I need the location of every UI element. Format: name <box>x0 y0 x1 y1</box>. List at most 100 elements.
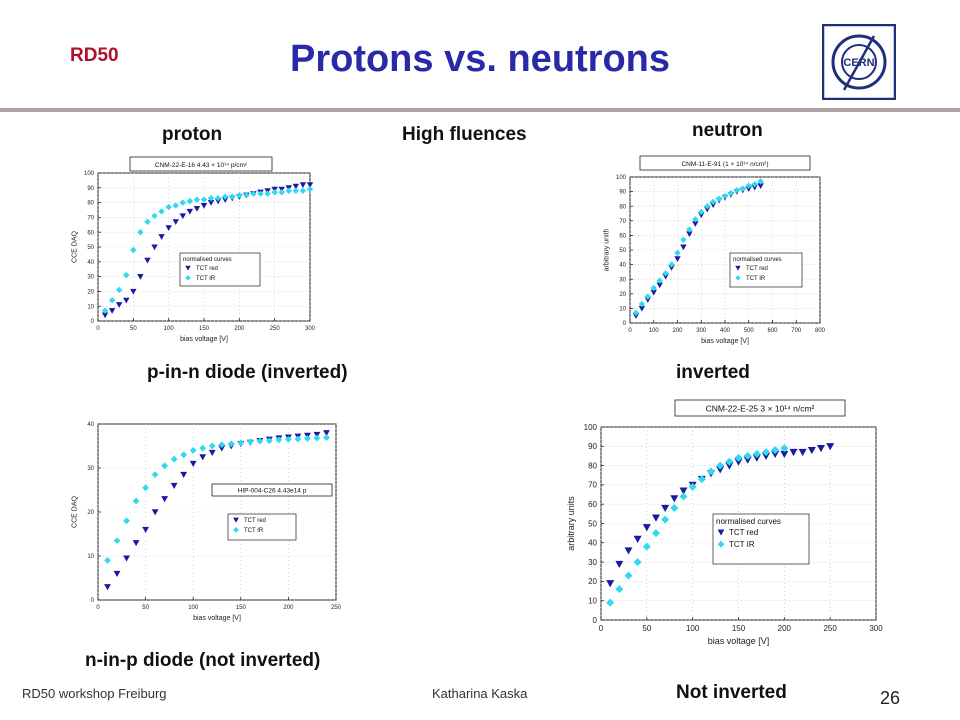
data-point-tct-ir <box>709 198 717 206</box>
y-tick-label: 60 <box>87 230 94 236</box>
data-point-tct-red <box>762 452 770 460</box>
label-pin-diode: p-in-n diode (inverted) <box>147 362 348 383</box>
data-point-tct-ir <box>652 529 660 538</box>
x-tick-label: 0 <box>96 326 100 332</box>
data-point-tct-ir <box>304 435 311 442</box>
y-tick-label: 20 <box>619 292 626 298</box>
data-point-tct-ir <box>265 437 273 445</box>
data-point-tct-ir <box>243 192 250 199</box>
data-point-tct-red <box>798 448 807 457</box>
data-point-tct-red <box>299 182 307 189</box>
data-point-tct-red <box>116 302 123 308</box>
data-point-tct-red <box>638 305 646 312</box>
x-tick-label: 300 <box>305 326 316 332</box>
x-tick-label: 200 <box>283 605 294 611</box>
x-tick-label: 0 <box>96 605 100 611</box>
data-point-tct-red <box>751 184 758 191</box>
x-tick-label: 200 <box>778 624 792 633</box>
data-point-tct-red <box>661 504 670 513</box>
y-tick-label: 100 <box>616 175 627 181</box>
data-point-tct-red <box>679 487 688 495</box>
legend-marker <box>233 527 239 533</box>
chart-cnm-not-inverted: 0 50 100 150 200 250 300 0 10 20 30 40 50 60 70 80 90 100… <box>566 399 883 646</box>
chart-title: CNM-22-E-25 3 × 10¹⁴ n/cm² <box>706 404 815 414</box>
data-point-tct-red <box>817 445 825 453</box>
data-point-tct-ir <box>751 181 758 188</box>
data-point-tct-ir <box>200 196 208 203</box>
data-point-tct-red <box>218 445 226 452</box>
legend-entry: TCT IR <box>746 276 766 282</box>
data-point-tct-red <box>165 225 172 231</box>
data-point-tct-ir <box>186 197 194 205</box>
data-point-tct-ir <box>306 186 314 193</box>
data-point-tct-ir <box>237 439 245 447</box>
y-tick-label: 90 <box>87 186 94 192</box>
data-point-tct-red <box>151 244 158 251</box>
data-point-tct-ir <box>227 440 235 448</box>
y-tick-label: 20 <box>87 510 94 516</box>
data-point-tct-red <box>193 205 201 212</box>
data-point-tct-ir <box>771 446 780 455</box>
data-point-tct-ir <box>250 190 257 197</box>
y-tick-label: 70 <box>619 219 626 225</box>
data-point-tct-ir <box>688 482 697 491</box>
y-tick-label: 50 <box>588 519 597 528</box>
y-tick-label: 30 <box>87 466 94 472</box>
legend-marker <box>185 265 191 271</box>
data-point-tct-ir <box>151 471 159 478</box>
x-tick-label: 150 <box>732 624 746 633</box>
y-tick-label: 0 <box>91 598 95 604</box>
data-point-tct-ir <box>142 484 149 492</box>
data-point-tct-red <box>632 313 640 319</box>
data-point-tct-red <box>123 555 130 562</box>
data-point-tct-red <box>734 458 743 466</box>
y-tick-label: 40 <box>588 539 597 548</box>
y-tick-label: 80 <box>588 461 597 470</box>
legend-entry: TCT red <box>196 266 218 272</box>
data-point-tct-red <box>222 197 229 203</box>
data-point-tct-ir <box>313 434 321 442</box>
chart-title-box <box>674 399 846 417</box>
y-tick-label: 70 <box>87 216 94 222</box>
data-point-tct-red <box>725 462 734 470</box>
plot-frame <box>97 423 337 601</box>
data-point-tct-ir <box>116 286 123 294</box>
data-point-tct-red <box>123 297 130 304</box>
y-tick-label: 0 <box>91 319 95 325</box>
x-tick-label: 250 <box>270 326 281 332</box>
chart-title: CNM-22-E-16 4.43 × 10¹⁴ p/cm² <box>155 162 248 169</box>
data-point-tct-red <box>101 312 109 319</box>
x-tick-label: 300 <box>696 328 707 334</box>
data-point-tct-ir <box>703 203 711 210</box>
footer-author: Katharina Kaska <box>432 686 528 701</box>
y-tick-label: 50 <box>87 245 94 251</box>
y-tick-label: 0 <box>593 616 598 625</box>
legend-entry: TCT IR <box>729 540 755 549</box>
x-tick-label: 500 <box>744 328 755 334</box>
legend-entry: TCT IR <box>196 276 216 282</box>
data-point-tct-ir <box>236 192 243 199</box>
data-point-tct-ir <box>130 246 137 254</box>
data-point-tct-red <box>142 526 149 533</box>
data-point-tct-red <box>686 231 693 238</box>
x-tick-label: 700 <box>791 328 802 334</box>
data-point-tct-red <box>137 274 144 280</box>
data-point-tct-ir <box>757 178 764 185</box>
data-point-tct-ir <box>323 434 330 442</box>
y-tick-label: 60 <box>619 234 626 240</box>
data-point-tct-red <box>113 570 121 577</box>
data-point-tct-red <box>668 264 675 271</box>
data-point-tct-ir <box>670 504 679 513</box>
chart-proton-pin: 0 50 100 150 200 250 300 0 10 20 30 40 50 60 70 80 90 100… <box>71 156 316 343</box>
data-point-tct-red <box>642 524 651 532</box>
data-point-tct-ir <box>624 571 633 580</box>
data-point-tct-red <box>130 288 137 295</box>
data-point-tct-ir <box>656 277 663 284</box>
data-point-tct-ir <box>739 185 747 192</box>
data-point-tct-red <box>132 540 140 547</box>
data-point-tct-ir <box>144 218 151 226</box>
data-point-tct-ir <box>294 435 302 443</box>
data-point-tct-red <box>207 200 215 206</box>
y-tick-label: 100 <box>84 171 95 177</box>
y-tick-label: 10 <box>87 304 94 310</box>
